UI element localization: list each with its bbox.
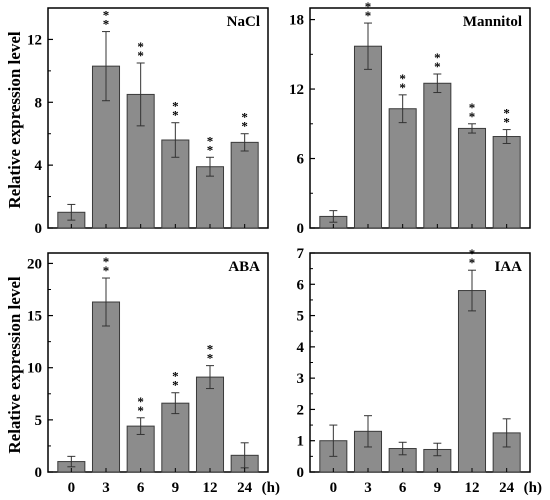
y-tick-label: 0 [297, 221, 305, 237]
y-tick-label: 4 [297, 340, 305, 356]
bar [457, 290, 487, 473]
panel-aba: 0 5 10 15 20 * * * * * * * * 0 3 6 9 12 24 (h) ABA [27, 252, 280, 496]
y-tick-label: 18 [289, 13, 304, 29]
significance-mark: * * [469, 246, 476, 270]
panel-nacl: 0 4 8 12 * * * * * * * * * * NaCl [27, 7, 269, 237]
significance-mark: * * [365, 0, 372, 23]
significance-mark: * * [503, 106, 510, 130]
significance-mark: * * [434, 50, 441, 74]
significance-mark: * * [399, 71, 406, 95]
panel-title: ABA [228, 259, 260, 275]
bar [195, 376, 225, 473]
y-tick-label: 20 [27, 256, 42, 272]
x-tick-label: 0 [330, 480, 338, 496]
x-unit-label: (h) [262, 480, 280, 496]
significance-mark: * * [207, 342, 214, 366]
y-tick-label: 4 [35, 158, 43, 174]
significance-mark: * * [137, 394, 144, 418]
y-tick-label: 12 [289, 82, 304, 98]
y-tick-label: 0 [35, 221, 43, 237]
bar [161, 402, 190, 473]
significance-mark: * * [172, 369, 179, 393]
y-tick-label: 10 [27, 361, 42, 377]
y-tick-label: 6 [297, 277, 305, 293]
bar [492, 432, 521, 473]
x-tick-label: 3 [102, 480, 110, 496]
significance-mark: * * [172, 99, 179, 123]
plot-frame [309, 7, 531, 229]
bar [388, 108, 417, 229]
y-tick-label: 0 [297, 465, 305, 481]
bar [423, 82, 452, 229]
panel-title: Mannitol [463, 14, 522, 30]
significance-mark: * * [103, 254, 110, 278]
significance-mark: * * [241, 110, 248, 134]
significance-mark: * * [207, 133, 214, 157]
x-tick-label: 12 [203, 480, 218, 496]
y-tick-label: 1 [297, 434, 305, 450]
significance-mark: * * [137, 39, 144, 63]
plot-frame [47, 252, 269, 473]
bar [353, 45, 383, 229]
significance-mark: * * [103, 8, 110, 32]
y-axis-label-bottom: Relative expression level [5, 276, 24, 453]
x-tick-label: 6 [399, 480, 407, 496]
y-tick-label: 5 [35, 413, 43, 429]
y-axis-label-top: Relative expression level [5, 31, 24, 208]
x-tick-label: 0 [68, 480, 76, 496]
y-tick-label: 0 [35, 465, 43, 481]
x-tick-label: 12 [465, 480, 480, 496]
x-tick-label: 9 [434, 480, 442, 496]
x-tick-label: 24 [499, 480, 515, 496]
bar [91, 301, 121, 473]
y-tick-label: 8 [35, 95, 43, 111]
bar [492, 136, 521, 229]
panel-title: NaCl [227, 14, 260, 30]
bar [457, 127, 487, 229]
y-tick-label: 15 [27, 309, 42, 325]
x-tick-label: 9 [172, 480, 180, 496]
y-tick-label: 12 [27, 32, 42, 48]
y-tick-label: 3 [297, 371, 305, 387]
y-tick-label: 6 [297, 152, 305, 168]
x-unit-label: (h) [524, 480, 542, 496]
panel-title: IAA [494, 259, 522, 275]
panel-mannitol: 0 6 12 18 * * * * * * * * * * Mannitol [289, 0, 531, 237]
significance-mark: * * [469, 100, 476, 124]
y-tick-label: 7 [297, 246, 305, 262]
bar [230, 141, 259, 229]
plot-frame [47, 7, 269, 229]
y-tick-label: 2 [297, 402, 305, 418]
x-tick-label: 24 [237, 480, 253, 496]
y-tick-label: 5 [297, 309, 305, 325]
x-tick-label: 3 [364, 480, 372, 496]
x-tick-label: 6 [137, 480, 145, 496]
